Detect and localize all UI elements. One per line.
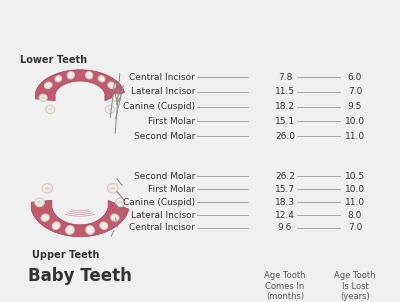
Ellipse shape (38, 202, 40, 204)
Ellipse shape (100, 222, 108, 230)
Text: 15.7: 15.7 (275, 185, 295, 194)
Ellipse shape (118, 201, 121, 203)
Text: 7.0: 7.0 (348, 87, 362, 96)
Ellipse shape (116, 198, 125, 207)
Ellipse shape (42, 97, 43, 98)
PathPatch shape (31, 200, 129, 237)
Ellipse shape (45, 188, 48, 190)
Ellipse shape (113, 94, 121, 101)
Text: Canine (Cuspid): Canine (Cuspid) (123, 102, 195, 111)
Ellipse shape (43, 97, 45, 99)
Ellipse shape (98, 76, 105, 82)
Text: 11.0: 11.0 (345, 132, 365, 140)
Ellipse shape (108, 109, 110, 111)
Ellipse shape (108, 108, 110, 110)
Ellipse shape (111, 187, 113, 189)
Text: 7.0: 7.0 (348, 223, 362, 233)
Ellipse shape (46, 105, 55, 114)
Ellipse shape (110, 108, 112, 110)
Text: 26.0: 26.0 (275, 132, 295, 140)
Ellipse shape (120, 202, 122, 204)
Ellipse shape (67, 72, 74, 79)
Ellipse shape (42, 97, 43, 99)
Ellipse shape (39, 201, 42, 203)
Text: 12.4: 12.4 (275, 210, 295, 220)
Ellipse shape (110, 109, 112, 111)
Ellipse shape (118, 202, 121, 204)
Ellipse shape (41, 214, 49, 221)
Ellipse shape (86, 72, 93, 79)
Ellipse shape (47, 188, 49, 190)
Text: 15.1: 15.1 (275, 117, 295, 126)
Text: 10.0: 10.0 (345, 117, 365, 126)
Text: Age Tooth
Comes In
(months): Age Tooth Comes In (months) (264, 271, 306, 301)
Ellipse shape (115, 97, 117, 99)
Text: 11.5: 11.5 (275, 87, 295, 96)
Ellipse shape (112, 188, 115, 190)
Text: Lower Teeth: Lower Teeth (20, 55, 87, 65)
Text: 18.2: 18.2 (275, 102, 295, 111)
Text: 10.0: 10.0 (345, 185, 365, 194)
Ellipse shape (117, 97, 118, 99)
Text: First Molar: First Molar (148, 185, 195, 194)
Ellipse shape (66, 226, 74, 234)
Ellipse shape (52, 222, 60, 230)
PathPatch shape (36, 70, 124, 101)
Ellipse shape (43, 97, 45, 98)
Text: Second Molar: Second Molar (134, 132, 195, 140)
Text: 6.0: 6.0 (348, 73, 362, 82)
Text: Lateral Incisor: Lateral Incisor (131, 210, 195, 220)
Ellipse shape (105, 105, 114, 114)
Text: First Molar: First Molar (148, 117, 195, 126)
Text: 18.3: 18.3 (275, 198, 295, 207)
Text: Baby Teeth: Baby Teeth (28, 267, 132, 284)
Ellipse shape (111, 214, 119, 221)
Text: Lateral Incisor: Lateral Incisor (131, 87, 195, 96)
Ellipse shape (39, 202, 42, 204)
Text: 26.2: 26.2 (275, 172, 295, 181)
Ellipse shape (42, 184, 52, 193)
Text: Upper Teeth: Upper Teeth (32, 250, 99, 260)
Ellipse shape (48, 109, 50, 111)
Ellipse shape (117, 97, 118, 98)
Ellipse shape (35, 198, 44, 207)
Text: Central Incisor: Central Incisor (129, 223, 195, 233)
Text: Age Tooth
Is Lost
(years): Age Tooth Is Lost (years) (334, 271, 376, 301)
Text: Canine (Cuspid): Canine (Cuspid) (123, 198, 195, 207)
Ellipse shape (48, 108, 50, 110)
Ellipse shape (120, 201, 122, 203)
Text: 7.8: 7.8 (278, 73, 292, 82)
Text: Second Molar: Second Molar (134, 172, 195, 181)
Ellipse shape (45, 187, 48, 189)
Ellipse shape (38, 201, 40, 203)
Ellipse shape (111, 188, 113, 190)
Ellipse shape (39, 94, 47, 101)
Ellipse shape (44, 82, 52, 88)
Ellipse shape (47, 187, 49, 189)
Text: 9.5: 9.5 (348, 102, 362, 111)
Text: 8.0: 8.0 (348, 210, 362, 220)
Text: 9.6: 9.6 (278, 223, 292, 233)
Text: 11.0: 11.0 (345, 198, 365, 207)
Ellipse shape (50, 108, 52, 110)
Ellipse shape (112, 187, 115, 189)
Ellipse shape (108, 184, 118, 193)
Ellipse shape (108, 82, 116, 88)
Text: 10.5: 10.5 (345, 172, 365, 181)
Ellipse shape (115, 97, 117, 98)
Ellipse shape (50, 109, 52, 111)
Text: Central Incisor: Central Incisor (129, 73, 195, 82)
Ellipse shape (86, 226, 94, 234)
Ellipse shape (55, 76, 62, 82)
